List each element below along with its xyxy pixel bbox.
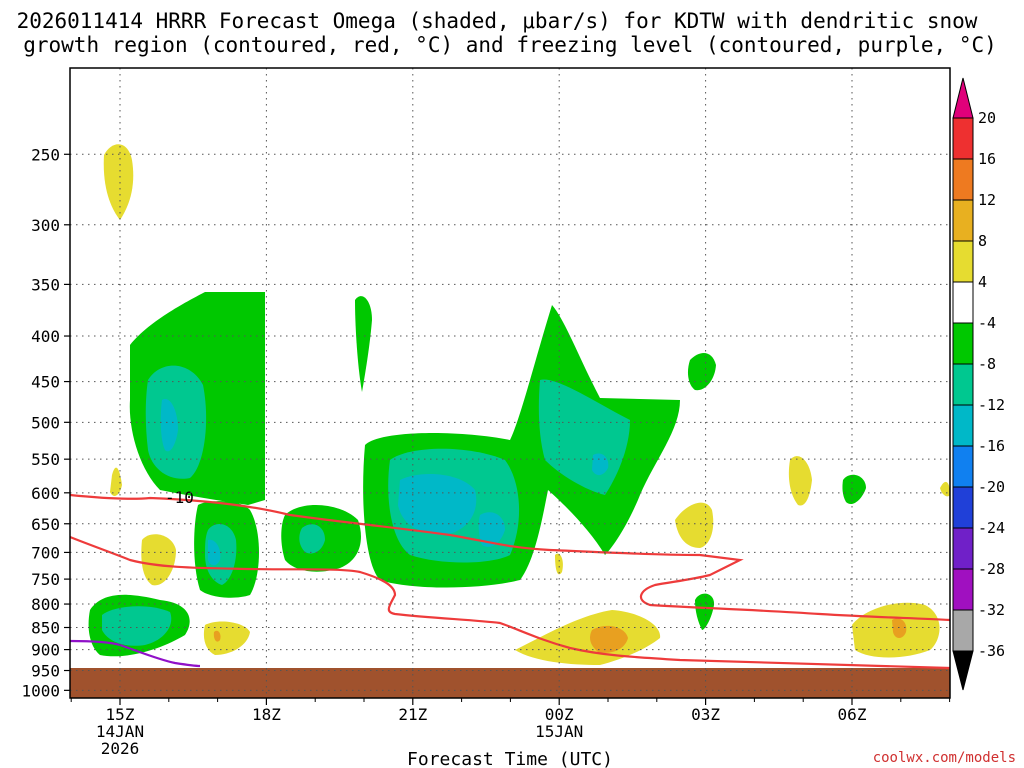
colorbar-bottom-arrow — [952, 650, 974, 691]
colorbar-label: 12 — [978, 191, 996, 209]
colorbar-label: 16 — [978, 150, 996, 168]
colorbar-label: -28 — [978, 560, 1005, 578]
colorbar-segment — [952, 486, 974, 529]
x-date-label: 2026 — [101, 739, 140, 758]
freezing-level-contour — [69, 639, 201, 668]
colorbar-segment — [952, 240, 974, 283]
dendritic-growth-contours — [69, 493, 951, 670]
colorbar-label: 20 — [978, 109, 996, 127]
y-tick-label: 800 — [31, 595, 60, 614]
colorbar-segment — [952, 404, 974, 447]
y-tick-label: 300 — [31, 216, 60, 235]
colorbar-label: -8 — [978, 355, 996, 373]
colorbar-segment — [952, 445, 974, 488]
chart-title-line2: growth region (contoured, red, °C) and f… — [23, 33, 997, 57]
credit-text: coolwx.com/models — [873, 750, 1016, 766]
omega-orange-areas — [213, 618, 907, 653]
x-tick-label: 15Z — [106, 705, 135, 724]
colorbar-segment — [952, 199, 974, 242]
y-axis: 250 300 350 400 450 500 550 600 650 700 750 800 850 9… — [21, 145, 70, 700]
y-tick-label: 350 — [31, 275, 60, 294]
y-tick-label: 900 — [31, 641, 60, 660]
y-tick-label: 950 — [31, 662, 60, 681]
colorbar-segment — [952, 527, 974, 570]
colorbar: 20 16 12 8 4 -4 -8 -12 -16 -20 -24 -28 -32 -36 — [952, 77, 1005, 691]
y-tick-label: 400 — [31, 327, 60, 346]
colorbar-segment — [952, 158, 974, 201]
x-axis-label: Forecast Time (UTC) — [407, 749, 613, 768]
colorbar-segment — [952, 568, 974, 611]
colorbar-label: -16 — [978, 437, 1005, 455]
colorbar-label: -12 — [978, 396, 1005, 414]
colorbar-segment — [952, 609, 974, 652]
y-tick-label: 850 — [31, 618, 60, 637]
colorbar-label: -36 — [978, 642, 1005, 660]
colorbar-segment — [952, 281, 974, 324]
y-tick-label: 650 — [31, 515, 60, 534]
x-date-label: 14JAN — [96, 722, 144, 741]
colorbar-label: -32 — [978, 601, 1005, 619]
colorbar-label: 4 — [978, 273, 987, 291]
colorbar-segment — [952, 363, 974, 406]
ground-level — [70, 668, 950, 698]
y-tick-label: 750 — [31, 570, 60, 589]
colorbar-label: -4 — [978, 314, 996, 332]
colorbar-segment — [952, 117, 974, 160]
y-tick-label: 600 — [31, 484, 60, 503]
y-tick-label: 700 — [31, 543, 60, 562]
y-tick-label: 500 — [31, 413, 60, 432]
colorbar-top-arrow — [952, 77, 974, 119]
grid-lines — [70, 68, 950, 698]
x-tick-label: 18Z — [252, 705, 281, 724]
x-date-label: 15JAN — [535, 722, 583, 741]
contour-label-minus10: -10 — [165, 488, 194, 507]
colorbar-segment — [952, 322, 974, 365]
y-tick-label: 250 — [31, 145, 60, 164]
x-tick-label: 03Z — [691, 705, 720, 724]
y-tick-label: 550 — [31, 450, 60, 469]
y-tick-label: 450 — [31, 373, 60, 392]
chart-title-line1: 2026011414 HRRR Forecast Omega (shaded, … — [17, 9, 978, 33]
colorbar-label: -24 — [978, 519, 1005, 537]
colorbar-label: -20 — [978, 478, 1005, 496]
x-tick-label: 21Z — [398, 705, 427, 724]
x-tick-label: 00Z — [545, 705, 574, 724]
plot-area: -10 — [69, 67, 951, 699]
x-tick-label: 06Z — [838, 705, 867, 724]
y-tick-label: 1000 — [21, 681, 60, 700]
colorbar-label: 8 — [978, 232, 987, 250]
